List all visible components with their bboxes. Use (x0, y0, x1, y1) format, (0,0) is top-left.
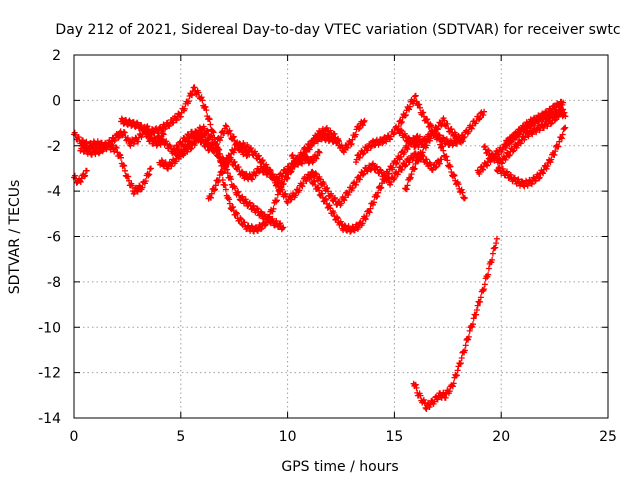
x-tick-label: 20 (492, 429, 510, 445)
data-marks (71, 84, 569, 412)
data-point-markers (306, 132, 423, 235)
series-track-3 (77, 140, 154, 197)
series-track-4 (118, 84, 285, 235)
y-tick-label: -8 (47, 275, 61, 291)
y-axis-label: SDTVAR / TECUs (7, 180, 23, 295)
x-tick-label: 10 (279, 429, 297, 445)
series-track-18 (493, 124, 569, 190)
series-track-19 (502, 106, 567, 148)
x-tick-label: 5 (176, 429, 185, 445)
x-tick-label: 25 (599, 429, 617, 445)
y-tick-label: 2 (52, 48, 61, 64)
x-axis-label: GPS time / hours (281, 459, 398, 475)
y-tick-label: 0 (52, 93, 61, 109)
x-tick-label: 15 (385, 429, 403, 445)
data-point-markers (118, 84, 285, 235)
series-track-11 (306, 132, 423, 235)
data-point-markers (77, 140, 154, 197)
x-tick-label: 0 (70, 429, 79, 445)
y-tick-label: -4 (47, 184, 61, 200)
series-track-10 (288, 117, 368, 168)
series-track-12 (353, 92, 468, 202)
data-point-markers (410, 235, 500, 412)
data-point-markers (288, 117, 368, 168)
series-track-15 (410, 235, 500, 412)
y-tick-label: -6 (47, 230, 61, 246)
data-point-markers (353, 92, 468, 202)
data-point-markers (395, 108, 488, 150)
y-tick-label: -2 (47, 139, 61, 155)
y-tick-label: -10 (38, 320, 61, 336)
y-tick-label: -12 (38, 366, 61, 382)
chart-title: Day 212 of 2021, Sidereal Day-to-day VTE… (55, 22, 620, 38)
y-tick-label: -14 (38, 411, 61, 427)
series-track-14 (395, 108, 488, 150)
data-point-markers (502, 106, 567, 148)
data-point-markers (493, 124, 569, 190)
gridlines (74, 55, 608, 418)
axis-ticks (73, 54, 609, 419)
